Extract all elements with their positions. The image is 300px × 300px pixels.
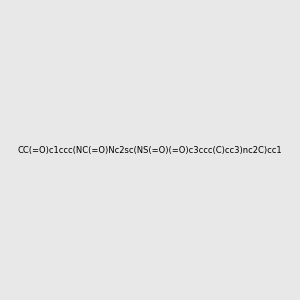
Text: CC(=O)c1ccc(NC(=O)Nc2sc(NS(=O)(=O)c3ccc(C)cc3)nc2C)cc1: CC(=O)c1ccc(NC(=O)Nc2sc(NS(=O)(=O)c3ccc(… — [18, 146, 282, 154]
